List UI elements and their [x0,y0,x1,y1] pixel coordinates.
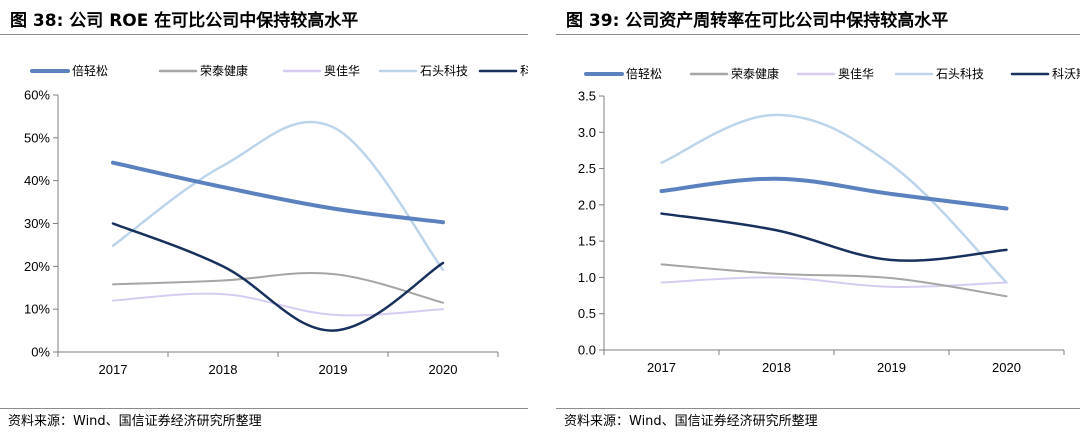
asset-turnover-line-chart: 倍轻松 荣泰健康 奥佳华 石头科技 科沃斯 0.0 0.5 1.0 1.5 2.0 2.5 3.0 3.… [578,66,1080,375]
series-line-5 [111,222,445,332]
x-tick-label: 2019 [319,362,348,377]
source-divider [556,408,1080,409]
x-tick-label: 2017 [647,360,676,375]
y-tick-label: 30% [24,216,50,231]
source-note: 资料来源：Wind、国信证券经济研究所整理 [564,414,818,429]
x-tick-label: 2017 [99,362,128,377]
legend-label: 石头科技 [936,67,984,81]
legend-label: 科沃斯 [520,64,528,78]
legend-label: 奥佳华 [838,67,874,81]
x-tick-label: 2018 [762,360,791,375]
legend-label: 科沃斯 [1052,67,1080,81]
x-tick-label: 2019 [877,360,906,375]
y-tick-label: 0.5 [578,306,596,321]
series-line-1 [659,176,1009,211]
y-tick-label: 50% [24,130,50,145]
legend-label: 荣泰健康 [731,66,779,81]
legend-label: 奥佳华 [324,64,360,78]
y-tick-label: 20% [24,259,50,274]
x-tick-label: 2020 [992,360,1021,375]
y-tick-label: 2.5 [578,161,596,176]
chart-title: 图 39: 公司资产周转率在可比公司中保持较高水平 [566,11,949,31]
series-line-5 [660,212,1008,262]
chart-panel-asset-turnover: 图 39: 公司资产周转率在可比公司中保持较高水平 倍轻松 荣泰健康 奥佳华 石头科技… [556,0,1080,436]
y-tick-label: 1.0 [578,270,596,285]
series-line-2 [112,271,444,304]
roe-line-chart: 倍轻松 荣泰健康 奥佳华 石头科技 科沃斯 0% 10% 20% 30% 40% 50% 60% 201… [24,63,528,377]
y-tick-label: 40% [24,173,50,188]
y-tick-label: 10% [24,302,50,317]
series-line-4 [660,113,1008,284]
legend-label: 石头科技 [420,64,468,78]
source-divider [0,408,528,409]
series-line-2 [660,263,1008,298]
y-tick-label: 1.5 [578,234,596,249]
legend-label: 荣泰健康 [200,63,248,78]
y-tick-label: 2.0 [578,197,596,212]
x-tick-label: 2020 [429,362,458,377]
series-line-3 [660,276,1008,288]
x-tick-label: 2018 [209,362,238,377]
y-tick-label: 0% [31,345,50,360]
legend-label: 倍轻松 [72,63,108,78]
chart-panel-roe: 图 38: 公司 ROE 在可比公司中保持较高水平 倍轻松 荣泰健康 奥佳华 石头科技… [0,0,528,436]
y-tick-label: 3.5 [578,89,596,104]
legend-label: 倍轻松 [626,66,662,81]
y-tick-label: 60% [24,88,50,103]
series-line-1 [111,160,445,225]
y-tick-label: 3.0 [578,125,596,140]
series-line-4 [111,120,445,272]
source-note: 资料来源：Wind、国信证券经济研究所整理 [8,414,262,429]
title-divider [0,34,528,35]
title-divider [556,34,1080,35]
chart-title: 图 38: 公司 ROE 在可比公司中保持较高水平 [10,11,359,31]
y-tick-label: 0.0 [578,343,596,358]
